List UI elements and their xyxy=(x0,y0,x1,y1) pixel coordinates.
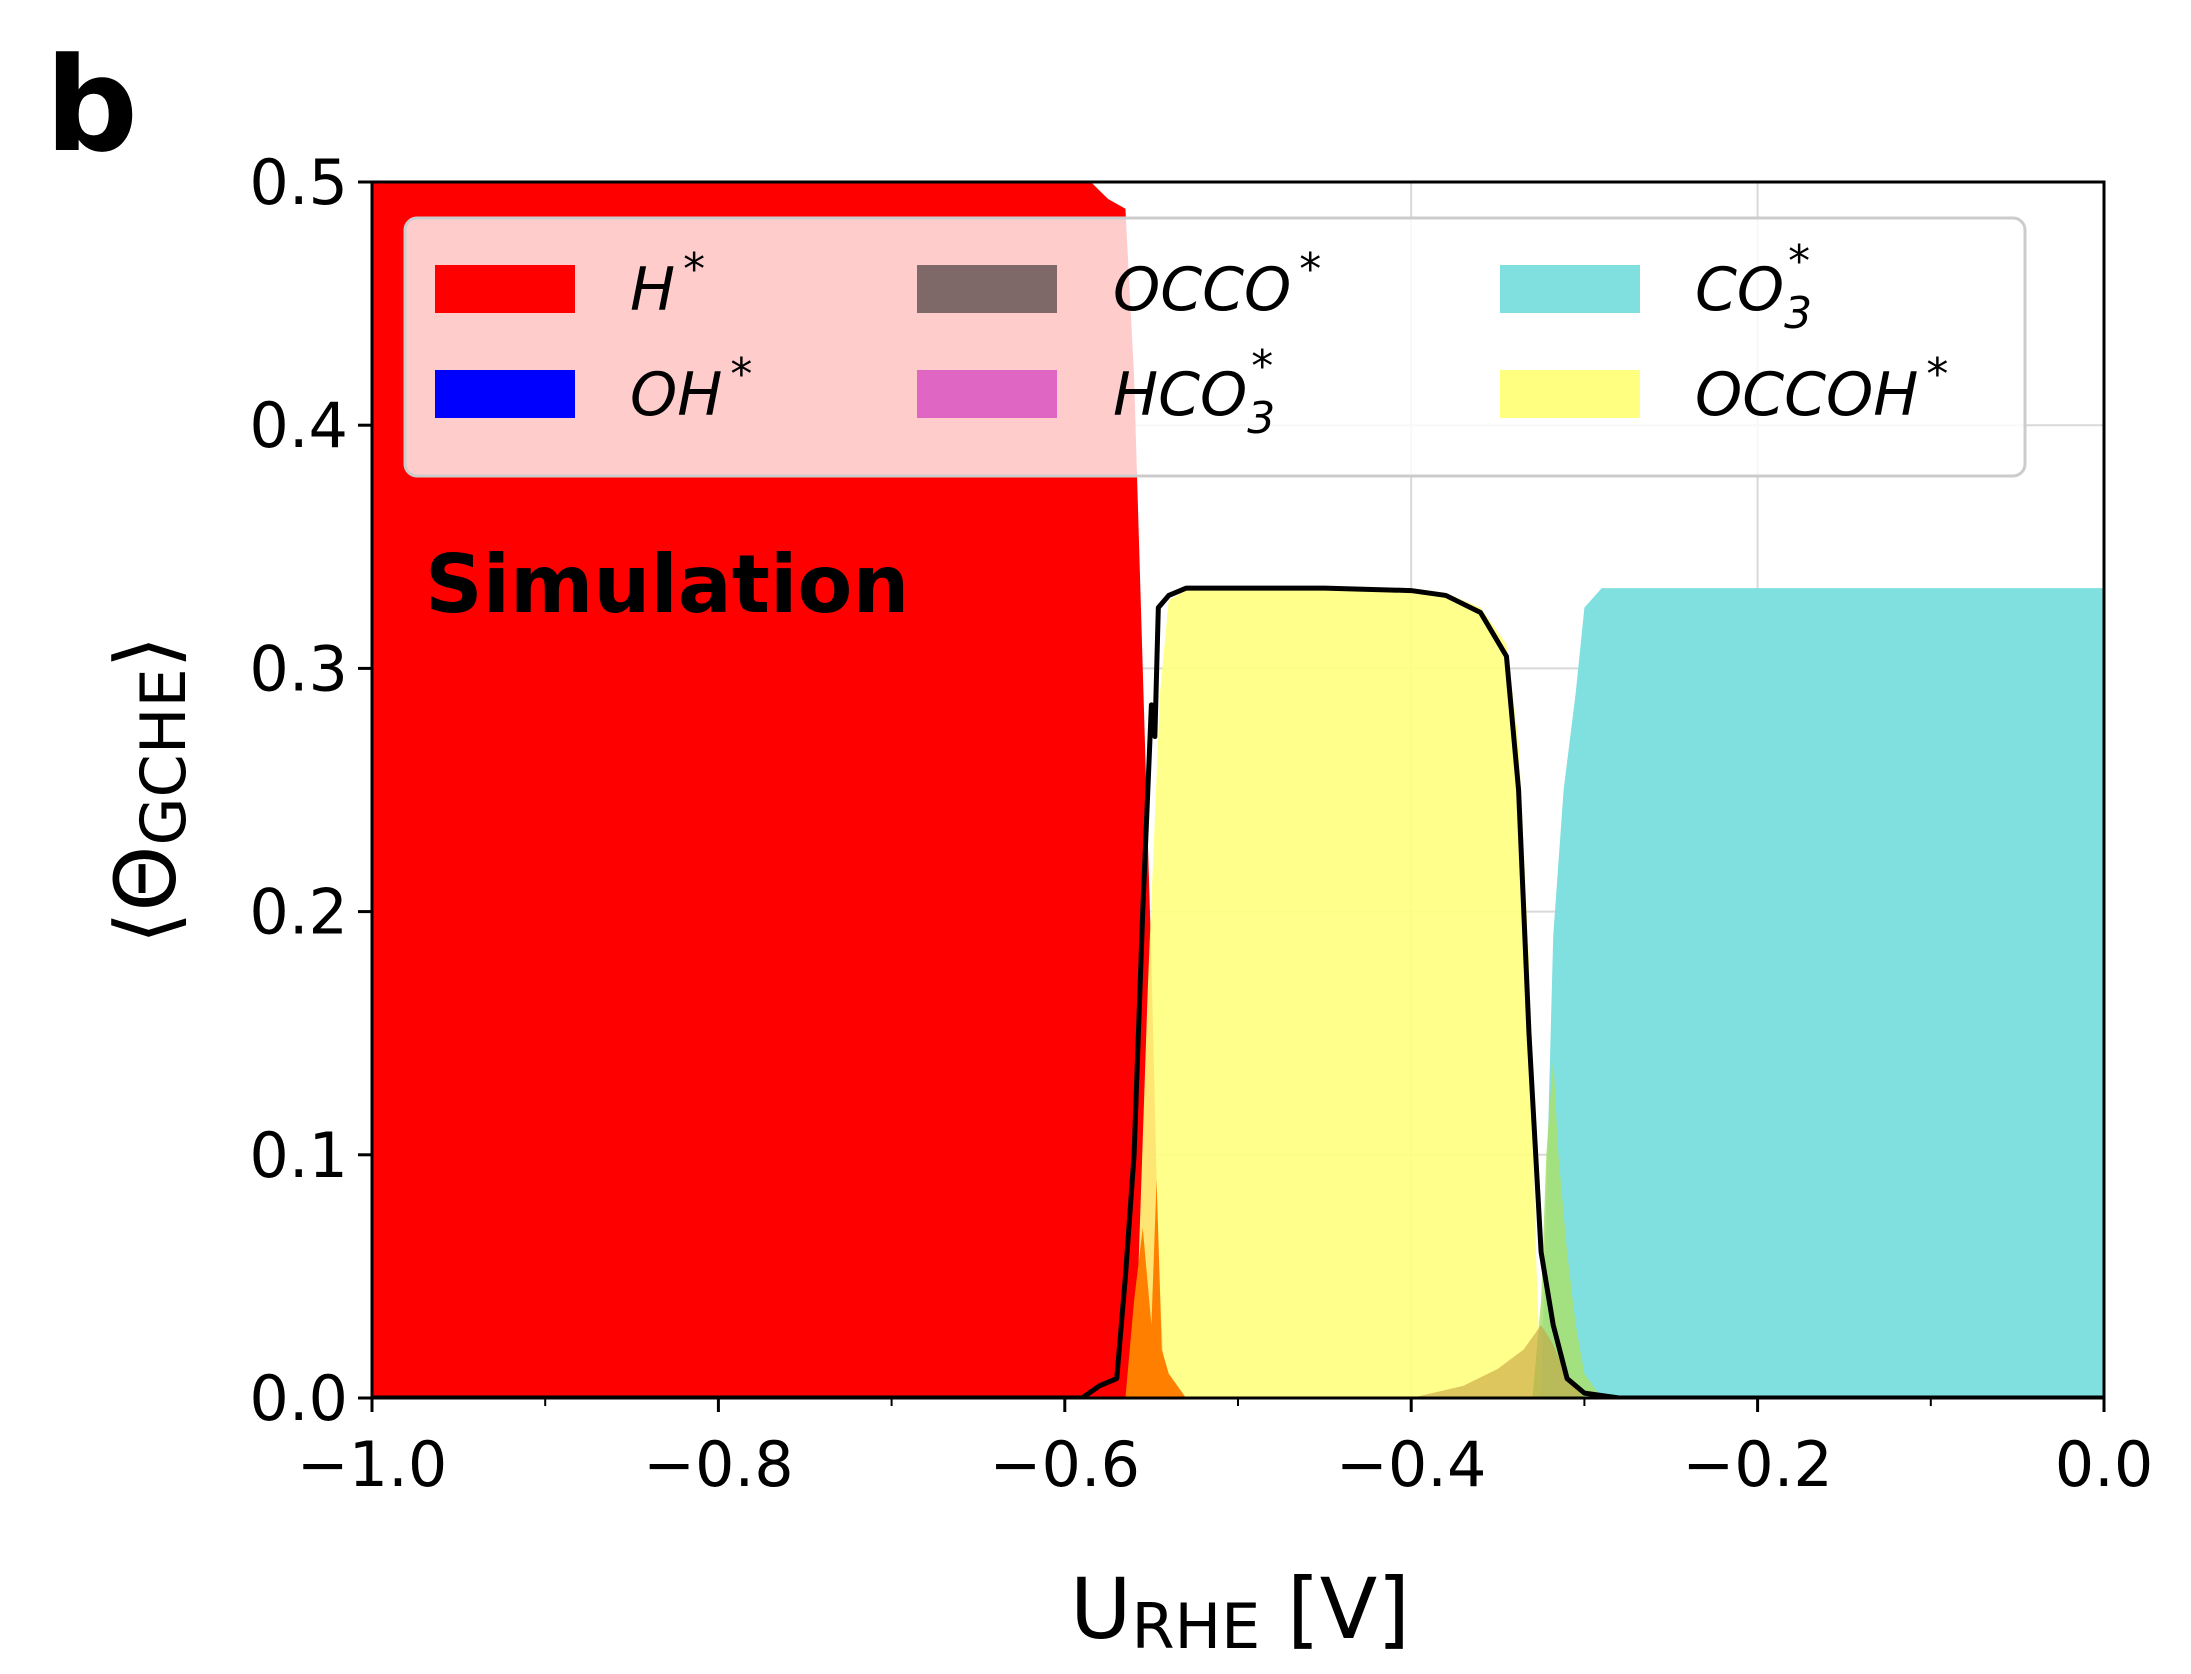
legend-label-occoh: OCCOH * xyxy=(1695,349,1948,430)
y-tick-label: 0.4 xyxy=(249,389,348,462)
series-area-occo-tail xyxy=(1411,1325,1585,1398)
y-axis-title: ⟨ΘGCHE⟩ xyxy=(97,636,200,945)
legend-label-co3: CO3* xyxy=(1695,236,1812,339)
simulation-annotation: Simulation xyxy=(425,538,909,631)
x-tick-label: −0.6 xyxy=(990,1428,1141,1501)
y-tick-label: 0.1 xyxy=(249,1119,348,1192)
legend-label-hco3: HCO3* xyxy=(1113,341,1275,444)
panel-label: b xyxy=(45,29,138,181)
y-tick-label: 0.5 xyxy=(249,146,348,219)
series-layer xyxy=(372,182,2104,1398)
legend-label-h: H * xyxy=(630,244,705,325)
y-tick-label: 0.0 xyxy=(249,1362,348,1435)
legend-swatch-h xyxy=(435,265,575,313)
legend-swatch-hco3 xyxy=(917,370,1057,418)
series-area-h-overlap xyxy=(1125,1179,1187,1398)
total-line-layer xyxy=(372,585,2104,1398)
y-axis-title-open: ⟨Θ xyxy=(97,846,195,945)
series-area-h xyxy=(372,182,1166,1398)
x-axis-title-main: U xyxy=(1070,1560,1131,1658)
total-coverage-line xyxy=(372,585,2104,1398)
series-area-occoh xyxy=(1134,588,1542,1398)
y-tick-label: 0.2 xyxy=(249,876,348,949)
legend-swatch-oh xyxy=(435,370,575,418)
y-tick-label: 0.3 xyxy=(249,632,348,705)
y-axis-title-sub: GCHE xyxy=(127,668,200,845)
ticks-layer: −1.0 −0.8 −0.6 −0.4 −0.2 0.0 0.0 0.1 0.2 0.3 0.4 0.… xyxy=(249,146,2153,1501)
x-axis-title-suffix: [V] xyxy=(1260,1560,1410,1658)
legend-label-oh: OH * xyxy=(630,349,752,430)
x-tick-label: −1.0 xyxy=(297,1428,448,1501)
x-tick-label: −0.2 xyxy=(1682,1428,1833,1501)
x-axis-title-sub: RHE xyxy=(1131,1590,1260,1663)
svg-text:⟨ΘGCHE⟩: ⟨ΘGCHE⟩ xyxy=(97,636,200,945)
series-area-co3 xyxy=(1541,588,2104,1398)
legend-label-occo: OCCO * xyxy=(1113,244,1321,325)
legend-swatch-co3 xyxy=(1500,265,1640,313)
legend: H * OH * OCCO * HCO3* CO3* OCCOH * xyxy=(403,216,2027,478)
legend-swatch-occoh xyxy=(1500,370,1640,418)
x-tick-label: −0.8 xyxy=(643,1428,794,1501)
x-tick-label: −0.4 xyxy=(1336,1428,1487,1501)
legend-swatch-occo xyxy=(917,265,1057,313)
x-axis-title: URHE [V] xyxy=(1070,1560,1410,1663)
y-axis-title-close: ⟩ xyxy=(97,636,195,669)
svg-text:URHE [V]: URHE [V] xyxy=(1070,1560,1410,1663)
x-tick-label: 0.0 xyxy=(2055,1428,2154,1501)
